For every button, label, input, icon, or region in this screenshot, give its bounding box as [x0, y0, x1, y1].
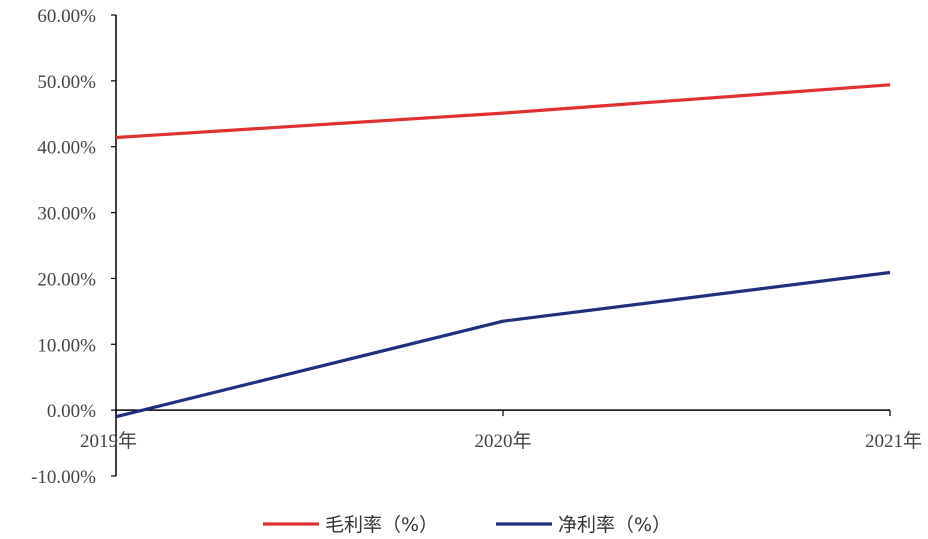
y-tick-label: -10.00% [31, 467, 96, 488]
y-axis-ticks: -10.00% 0.00% 10.00% 20.00% 30.00% 40.00% 50.0… [31, 6, 116, 488]
x-tick-label: 2019年 [80, 430, 137, 452]
x-tick-label: 2020年 [474, 430, 531, 452]
y-tick-label: 50.00% [37, 72, 96, 93]
y-tick-label: 40.00% [37, 138, 96, 159]
series-line-0 [115, 83, 891, 140]
series-lines [115, 83, 891, 419]
y-tick-label: 10.00% [37, 335, 96, 356]
legend-label: 毛利率（%） [325, 514, 438, 536]
x-axis-ticks: 2019年 2020年 2021年 [80, 410, 922, 452]
x-tick-label: 2021年 [865, 430, 922, 452]
y-tick-label: 30.00% [37, 204, 96, 225]
y-tick-label: 60.00% [37, 6, 96, 27]
y-tick-label: 0.00% [47, 401, 96, 422]
legend: 毛利率（%） 净利率（%） [263, 514, 671, 536]
y-tick-label: 20.00% [37, 269, 96, 290]
series-line-1 [115, 270, 891, 419]
legend-label: 净利率（%） [558, 514, 671, 536]
